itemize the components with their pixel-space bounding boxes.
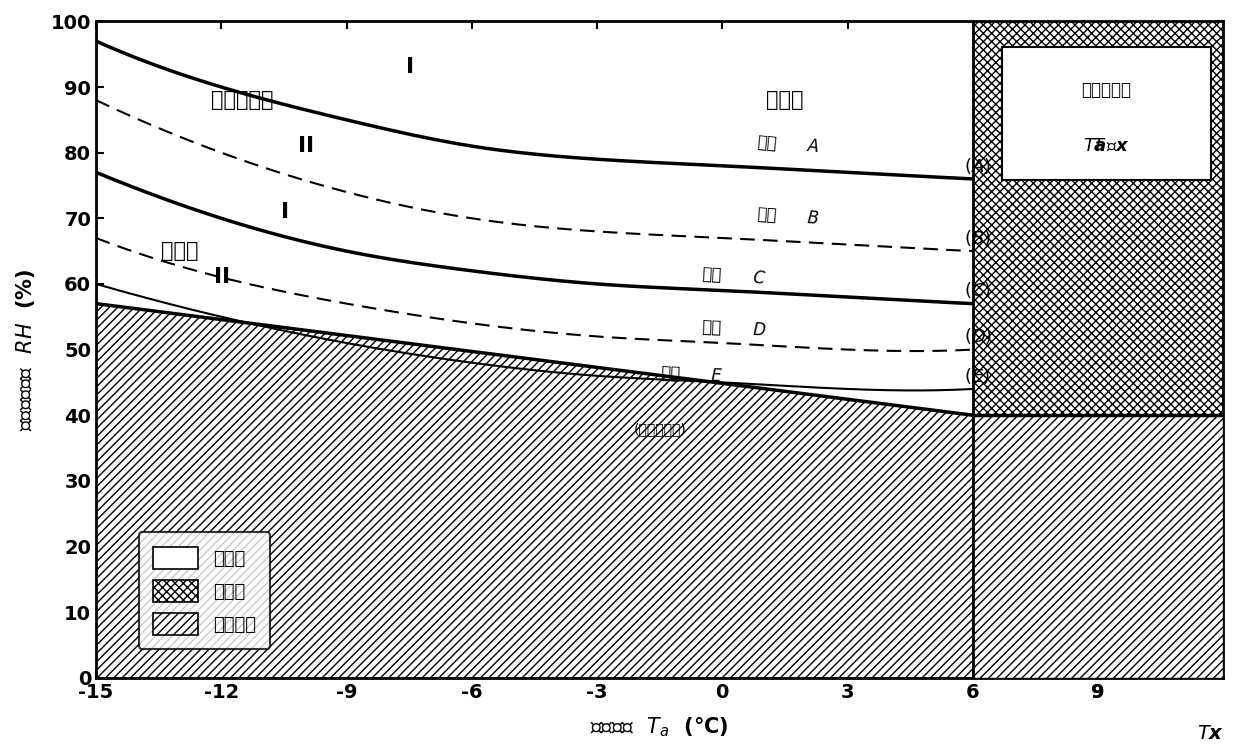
- Text: $T$x: $T$x: [1198, 724, 1224, 742]
- FancyBboxPatch shape: [1002, 47, 1210, 179]
- Text: 一般结霜区: 一般结霜区: [211, 90, 273, 110]
- Text: 重霜区: 重霜区: [766, 90, 804, 110]
- Text: $\mathbf{II}$: $\mathbf{II}$: [296, 136, 312, 156]
- Text: $(D)$: $(D)$: [965, 326, 993, 346]
- Text: $C$: $C$: [751, 269, 766, 287]
- Text: 曲线: 曲线: [702, 318, 722, 337]
- Text: $(C)$: $(C)$: [965, 280, 992, 300]
- Text: 曲线: 曲线: [660, 364, 681, 383]
- Text: $(A)$: $(A)$: [965, 156, 991, 175]
- Text: $B$: $B$: [806, 209, 820, 228]
- Text: $E$: $E$: [709, 367, 723, 386]
- Text: $T$: $T$: [1092, 137, 1106, 155]
- Text: 曲线: 曲线: [755, 206, 777, 225]
- Text: $A$: $A$: [806, 137, 821, 156]
- Text: 临界结霜线: 临界结霜线: [1081, 81, 1131, 99]
- X-axis label: 空气温度  $T_a$  (°C): 空气温度 $T_a$ (°C): [590, 715, 729, 739]
- Text: 曲线: 曲线: [702, 265, 723, 284]
- Y-axis label: 空气相对湿度  $RH$  (%): 空气相对湿度 $RH$ (%): [14, 268, 37, 431]
- Text: $(B)$: $(B)$: [965, 228, 991, 248]
- Text: 轻霜区: 轻霜区: [161, 241, 198, 261]
- Legend: 结霜区, 结露区, 非结霜区: 结霜区, 结露区, 非结霜区: [139, 532, 270, 649]
- Text: $\mathbf{I}$: $\mathbf{I}$: [280, 202, 288, 221]
- Text: 曲线: 曲线: [755, 133, 777, 153]
- Text: (临界结露线): (临界结露线): [634, 422, 686, 436]
- Text: $(E)$: $(E)$: [965, 366, 991, 386]
- Text: $D$: $D$: [751, 322, 766, 340]
- Text: $\mathbf{II}$: $\mathbf{II}$: [213, 267, 229, 288]
- Text: $\mathbf{I}$: $\mathbf{I}$: [405, 57, 413, 78]
- Text: $T$a＝x: $T$a＝x: [1084, 137, 1130, 155]
